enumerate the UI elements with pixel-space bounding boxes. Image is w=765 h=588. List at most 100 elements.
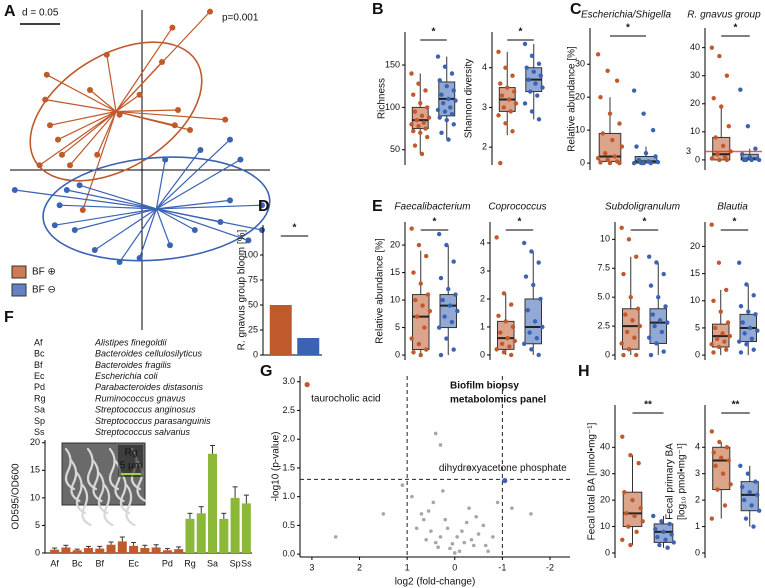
- panel-letter: H: [578, 363, 590, 380]
- point: [426, 509, 431, 513]
- point: [451, 347, 456, 352]
- point: [755, 328, 760, 333]
- point: [11, 187, 18, 193]
- point: [529, 347, 534, 352]
- point: [738, 350, 744, 355]
- point: [724, 73, 730, 78]
- y-tick-label: 2.5: [282, 405, 295, 415]
- point: [641, 111, 646, 116]
- bar: [151, 547, 161, 553]
- spider-line: [115, 27, 173, 112]
- spider-line: [119, 208, 157, 263]
- point: [446, 286, 451, 292]
- point: [743, 157, 749, 163]
- point: [187, 127, 193, 133]
- point: [411, 128, 416, 134]
- point: [617, 121, 622, 126]
- point: [671, 540, 676, 545]
- legend-label: BF ⊖: [32, 285, 56, 296]
- point: [621, 271, 626, 277]
- point: [740, 320, 746, 325]
- point: [503, 121, 508, 126]
- point: [419, 113, 425, 119]
- legend-swatch: [11, 265, 27, 279]
- point: [605, 157, 610, 162]
- point: [624, 511, 629, 516]
- spider-line: [69, 111, 117, 166]
- point: [513, 101, 519, 106]
- point: [136, 255, 143, 261]
- significance-label: **: [644, 400, 652, 411]
- y-tick-label: 3.0: [282, 376, 295, 386]
- point: [444, 336, 449, 341]
- point: [747, 490, 752, 495]
- point: [438, 275, 444, 281]
- point: [436, 545, 440, 550]
- y-tick-label: 0: [695, 154, 700, 164]
- point: [529, 249, 534, 254]
- bar: [297, 338, 320, 355]
- y-tick-label: 100: [243, 249, 258, 259]
- panel-letter: C: [570, 1, 582, 18]
- point: [167, 242, 173, 249]
- point: [455, 308, 460, 314]
- y-tick-label: 0: [695, 547, 700, 557]
- y-tick-label: 10: [600, 521, 610, 531]
- inset-label: Rg: [125, 448, 138, 459]
- point: [650, 127, 656, 133]
- significance-label: *: [643, 217, 647, 228]
- abbreviation-code: Rg: [34, 393, 46, 403]
- point: [619, 144, 625, 149]
- point: [634, 529, 639, 535]
- point: [622, 490, 627, 495]
- bar: [140, 548, 150, 553]
- point: [414, 526, 419, 531]
- inset-texture: [97, 471, 109, 515]
- spider-line: [14, 189, 157, 210]
- point: [653, 154, 658, 159]
- point: [533, 81, 538, 86]
- x-tick-label: Af: [50, 558, 59, 568]
- point: [531, 282, 536, 288]
- point: [442, 64, 448, 69]
- legend-label: BF ⊕: [32, 267, 56, 278]
- y-axis-label: [log₁₀ pmol•mg⁻¹]: [677, 443, 688, 520]
- point: [633, 254, 639, 259]
- legend-swatch: [11, 283, 27, 297]
- point: [442, 314, 447, 319]
- point: [457, 549, 462, 554]
- point: [440, 297, 446, 303]
- bar: [50, 549, 60, 553]
- point: [654, 341, 659, 346]
- y-tick-label: 10: [30, 492, 40, 502]
- significance-label: *: [626, 23, 630, 34]
- point: [423, 253, 429, 259]
- point: [462, 540, 467, 545]
- point: [418, 352, 423, 358]
- point: [414, 314, 420, 319]
- point: [474, 514, 478, 519]
- y-tick-label: 7.5: [597, 263, 610, 273]
- point: [738, 304, 744, 309]
- point: [510, 73, 515, 78]
- point: [498, 81, 503, 86]
- inset-texture: [81, 483, 92, 527]
- point: [435, 54, 441, 59]
- point: [751, 293, 756, 298]
- plot-title: Coprococcus: [488, 202, 546, 213]
- point: [436, 231, 442, 237]
- point: [418, 130, 423, 136]
- point: [709, 429, 715, 434]
- x-tick-label: Ec: [128, 558, 139, 568]
- point: [723, 287, 729, 293]
- point: [510, 506, 514, 510]
- abbreviation-name: Streptococcus parasanguinis: [95, 416, 211, 426]
- spider-line: [115, 110, 191, 131]
- inset-texture: [125, 483, 136, 527]
- point: [595, 52, 601, 57]
- y-tick-label: 50: [390, 144, 400, 154]
- inset-texture: [75, 471, 87, 515]
- point: [486, 549, 490, 554]
- point: [637, 323, 643, 329]
- point: [496, 113, 501, 118]
